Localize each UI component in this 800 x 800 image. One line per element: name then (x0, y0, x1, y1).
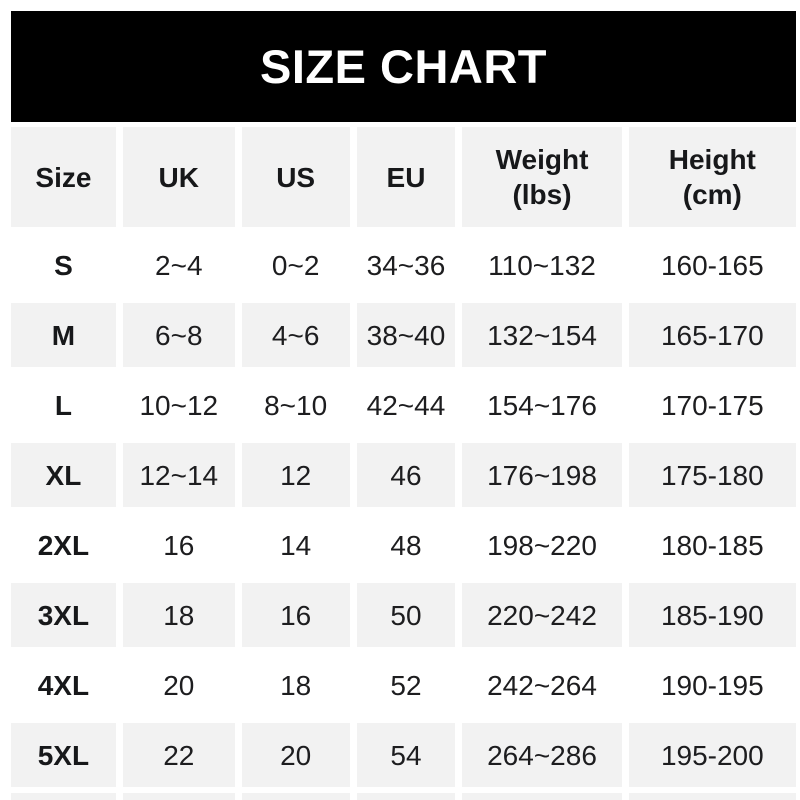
cell-height-3xl: 185-190 (628, 583, 796, 647)
column-header-uk: UK (122, 127, 235, 227)
cell-eu-s: 34~36 (356, 233, 456, 297)
column-header-weight-line1: Weight (495, 144, 589, 175)
cell-height-m: 165-170 (628, 303, 796, 367)
page-title: SIZE CHART (260, 40, 547, 93)
cell-uk-3xl: 18 (122, 583, 235, 647)
cell-eu-4xl: 52 (356, 653, 456, 717)
cell-height-5xl: 195-200 (628, 723, 796, 787)
cell-us-s: 0~2 (241, 233, 350, 297)
cell-size-5xl: 5XL (11, 723, 116, 787)
cell-us-5xl: 20 (241, 723, 350, 787)
cell-height-xl: 175-180 (628, 443, 796, 507)
cell-size-l: L (11, 373, 116, 437)
cell-eu-xl: 46 (356, 443, 456, 507)
partial-row-cell (122, 793, 235, 800)
cell-uk-m: 6~8 (122, 303, 235, 367)
column-header-height-line1: Height (668, 144, 756, 175)
column-header-height-line2: (cm) (682, 179, 742, 210)
cell-eu-l: 42~44 (356, 373, 456, 437)
cell-weight-5xl: 264~286 (462, 723, 622, 787)
cell-height-2xl: 180-185 (628, 513, 796, 577)
cell-height-l: 170-175 (628, 373, 796, 437)
cell-size-2xl: 2XL (11, 513, 116, 577)
cell-weight-4xl: 242~264 (462, 653, 622, 717)
cell-uk-xl: 12~14 (122, 443, 235, 507)
cell-uk-5xl: 22 (122, 723, 235, 787)
cell-us-m: 4~6 (241, 303, 350, 367)
column-header-us: US (241, 127, 350, 227)
cell-size-xl: XL (11, 443, 116, 507)
cell-us-4xl: 18 (241, 653, 350, 717)
cell-uk-s: 2~4 (122, 233, 235, 297)
cell-eu-2xl: 48 (356, 513, 456, 577)
cell-height-4xl: 190-195 (628, 653, 796, 717)
title-banner: SIZE CHART (11, 11, 796, 122)
cell-size-4xl: 4XL (11, 653, 116, 717)
cell-size-3xl: 3XL (11, 583, 116, 647)
cell-weight-3xl: 220~242 (462, 583, 622, 647)
partial-row-cell (11, 793, 116, 800)
column-header-size: Size (11, 127, 116, 227)
cell-uk-4xl: 20 (122, 653, 235, 717)
cell-weight-2xl: 198~220 (462, 513, 622, 577)
cell-us-xl: 12 (241, 443, 350, 507)
cell-eu-m: 38~40 (356, 303, 456, 367)
column-header-height: Height (cm) (628, 127, 796, 227)
cell-uk-l: 10~12 (122, 373, 235, 437)
partial-row-cell (628, 793, 796, 800)
column-header-weight-line2: (lbs) (512, 179, 572, 210)
cell-us-l: 8~10 (241, 373, 350, 437)
cell-size-m: M (11, 303, 116, 367)
cell-weight-m: 132~154 (462, 303, 622, 367)
cell-eu-5xl: 54 (356, 723, 456, 787)
cell-size-s: S (11, 233, 116, 297)
cell-height-s: 160-165 (628, 233, 796, 297)
cell-eu-3xl: 50 (356, 583, 456, 647)
cell-weight-xl: 176~198 (462, 443, 622, 507)
cell-weight-l: 154~176 (462, 373, 622, 437)
size-table: Size UK US EU Weight (lbs) Height (cm) S… (11, 127, 796, 800)
cell-uk-2xl: 16 (122, 513, 235, 577)
cell-us-3xl: 16 (241, 583, 350, 647)
partial-row-cell (356, 793, 456, 800)
partial-row-cell (462, 793, 622, 800)
column-header-weight: Weight (lbs) (462, 127, 622, 227)
cell-us-2xl: 14 (241, 513, 350, 577)
cell-weight-s: 110~132 (462, 233, 622, 297)
column-header-eu: EU (356, 127, 456, 227)
partial-row-cell (241, 793, 350, 800)
